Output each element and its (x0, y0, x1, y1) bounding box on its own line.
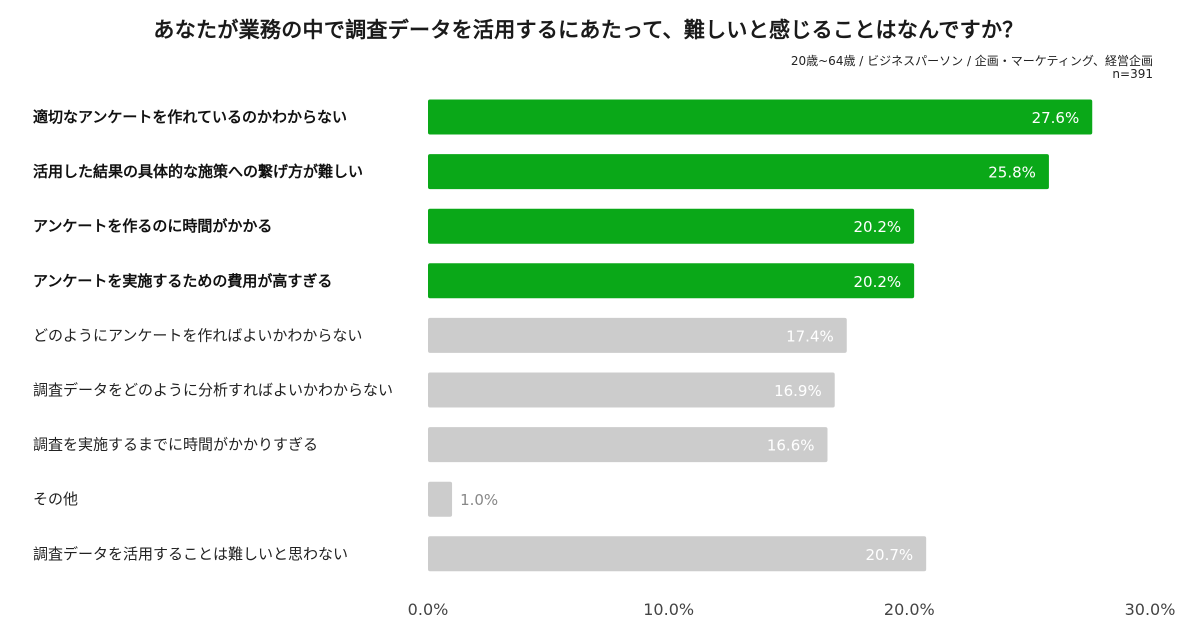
bar (428, 536, 927, 572)
bar (428, 154, 1049, 190)
value-label: 1.0% (460, 491, 498, 509)
category-label: 調査を実施するまでに時間がかかりすぎる (33, 436, 318, 454)
value-label: 20.2% (853, 218, 901, 236)
value-label: 20.7% (866, 546, 914, 564)
category-label: その他 (33, 490, 78, 508)
category-label: 活用した結果の具体的な施策への繋げ方が難しい (33, 163, 363, 181)
value-label: 20.2% (853, 273, 901, 291)
value-label: 25.8% (988, 164, 1036, 182)
category-label: 調査データをどのように分析すればよいかわからない (33, 381, 393, 399)
category-label: 適切なアンケートを作れているのかわからない (33, 108, 347, 126)
value-label: 27.6% (1032, 109, 1080, 127)
x-tick-label: 20.0% (884, 600, 935, 619)
bar (428, 372, 835, 408)
value-label: 16.6% (767, 437, 815, 455)
chart-subtitle: 20歳~64歳 / ビジネスパーソン / 企画・マーケティング、経営企画 (790, 54, 1153, 68)
bar (428, 317, 847, 353)
value-label: 17.4% (786, 327, 834, 345)
category-label: アンケートを作るのに時間がかかる (33, 217, 272, 235)
category-label: アンケートを実施するための費用が高すぎる (33, 272, 332, 290)
sample-size: n=391 (1112, 67, 1153, 81)
x-tick-label: 30.0% (1125, 600, 1176, 619)
category-label: 調査データを活用することは難しいと思わない (33, 545, 348, 563)
bar (428, 427, 828, 463)
bar (428, 263, 915, 299)
x-tick-label: 10.0% (643, 600, 694, 619)
bar (428, 99, 1093, 135)
category-label: どのようにアンケートを作ればよいかわからない (33, 326, 362, 344)
bar (428, 481, 453, 517)
value-label: 16.9% (774, 382, 822, 400)
x-tick-label: 0.0% (408, 600, 449, 619)
bar (428, 208, 915, 244)
chart-title: あなたが業務の中で調査データを活用するにあたって、難しいと感じることはなんですか… (153, 18, 1024, 42)
